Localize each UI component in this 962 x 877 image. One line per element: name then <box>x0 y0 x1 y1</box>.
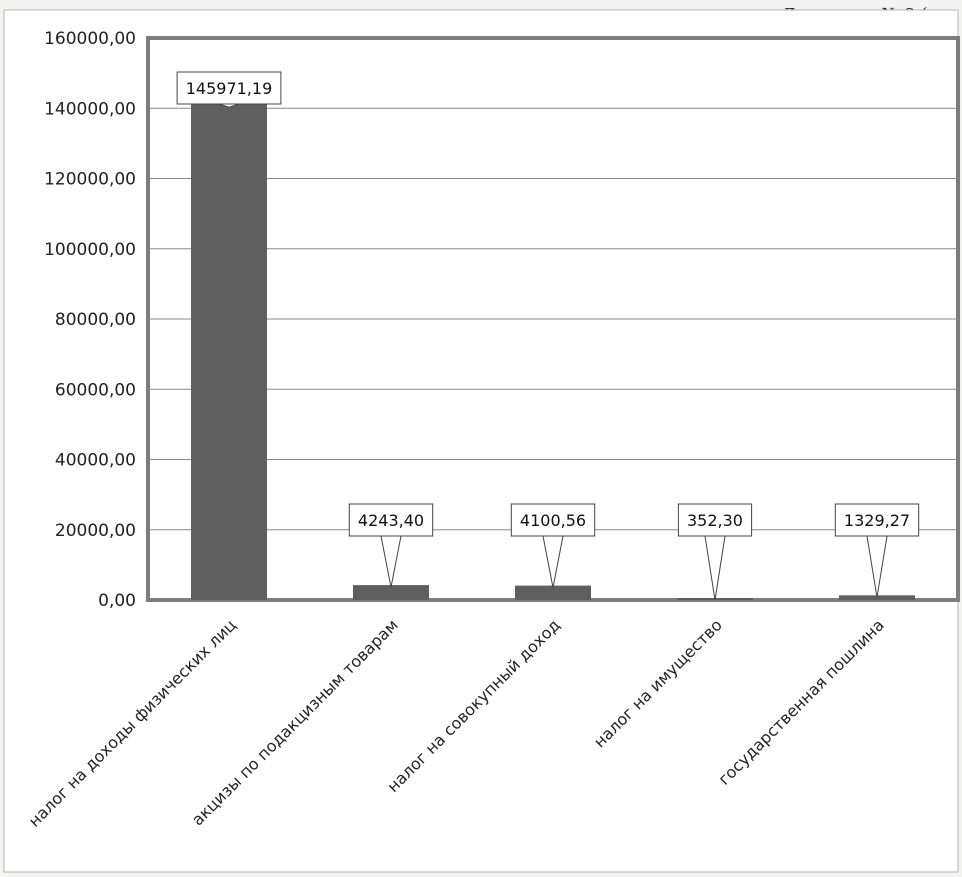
callout-pointer <box>542 535 564 588</box>
callout-box <box>510 503 596 537</box>
data-label: 1329,27 <box>844 511 910 530</box>
callout-pointer <box>866 535 888 598</box>
data-label-callout: 352,30 <box>677 503 753 601</box>
gridlines <box>148 107 958 531</box>
data-label-callout: 145971,19 <box>176 71 282 108</box>
callout-box <box>834 503 920 537</box>
data-label-callout: 4243,40 <box>348 503 434 588</box>
y-tick-label: 100000,00 <box>44 240 136 260</box>
bar <box>839 595 915 600</box>
data-label-callout: 1329,27 <box>834 503 920 598</box>
y-axis-ticks: 0,00 20000,00 40000,00 60000,00 80000,00 1000… <box>44 29 136 611</box>
bar <box>353 585 429 600</box>
data-label: 145971,19 <box>186 79 273 98</box>
data-label-callout: 4100,56 <box>510 503 596 588</box>
bar <box>515 585 591 600</box>
data-labels: 145971,19 4243,40 4100,56 352,30 1329,27 <box>176 71 920 601</box>
y-tick-label: 20000,00 <box>55 521 136 541</box>
callout-box <box>176 71 282 105</box>
y-tick-label: 60000,00 <box>55 380 136 400</box>
y-tick-label: 0,00 <box>98 591 136 611</box>
callout-pointer <box>218 103 240 108</box>
data-label: 4243,40 <box>358 511 424 530</box>
data-label: 352,30 <box>687 511 743 530</box>
y-tick-label: 80000,00 <box>55 310 136 330</box>
bar <box>191 87 267 601</box>
y-tick-label: 140000,00 <box>44 99 136 119</box>
data-label: 4100,56 <box>520 511 586 530</box>
callout-pointer <box>380 535 402 588</box>
callout-pointer <box>704 535 726 601</box>
callout-box <box>348 503 434 537</box>
y-tick-label: 40000,00 <box>55 451 136 471</box>
bars <box>191 87 915 601</box>
y-tick-label: 160000,00 <box>44 29 136 49</box>
callout-box <box>677 503 753 537</box>
y-tick-label: 120000,00 <box>44 170 136 190</box>
